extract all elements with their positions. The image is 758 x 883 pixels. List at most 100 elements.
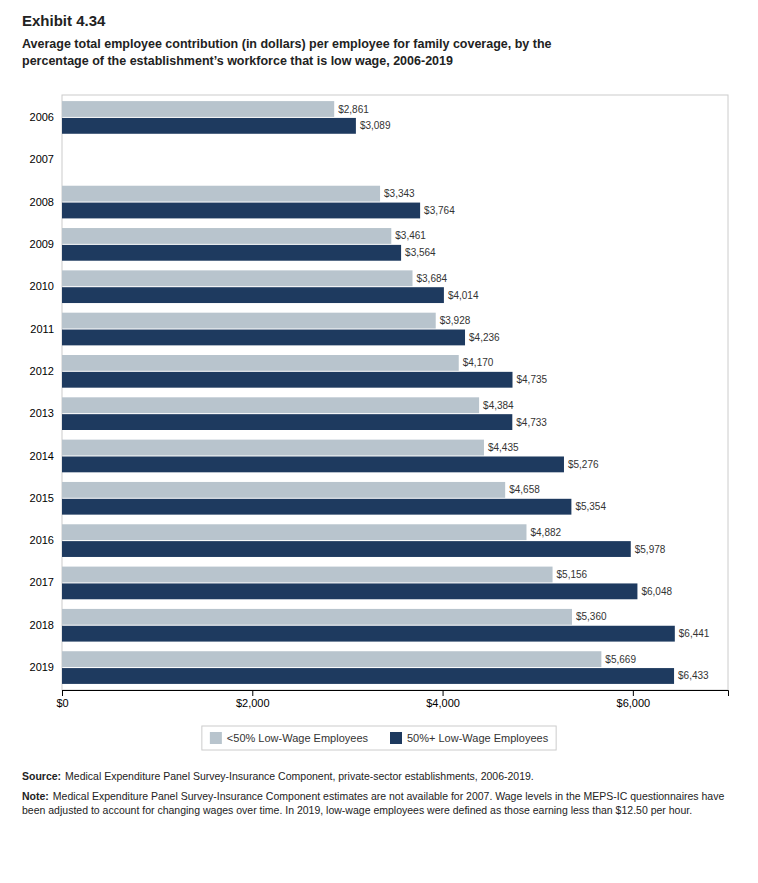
data-label: $5,354 <box>575 501 606 512</box>
legend-items: <50% Low-Wage Employees 50%+ Low-Wage Emp… <box>210 732 549 744</box>
bar <box>62 651 601 667</box>
bar <box>62 270 413 286</box>
legend-swatch <box>210 732 222 744</box>
plot-frame <box>62 95 728 690</box>
y-tick-label: 2018 <box>30 619 54 631</box>
bar <box>62 414 512 430</box>
data-label: $6,048 <box>641 586 672 597</box>
x-axis-line <box>63 691 729 697</box>
legend-swatch <box>390 732 402 744</box>
legend-label: <50% Low-Wage Employees <box>227 732 369 744</box>
y-tick-label: 2008 <box>30 196 54 208</box>
y-tick-label: 2006 <box>30 111 54 123</box>
y-tick-label: 2019 <box>30 661 54 673</box>
x-tick-label: $2,000 <box>236 697 270 709</box>
data-label: $4,658 <box>509 484 540 495</box>
bar <box>62 228 391 244</box>
y-tick: 2008 <box>30 196 62 208</box>
bars <box>62 101 675 684</box>
x-tick-mark <box>443 690 444 696</box>
data-label: $3,089 <box>360 120 391 131</box>
annotation: Medical Expenditure Panel Survey-Insuran… <box>22 790 724 816</box>
data-label: $3,343 <box>384 188 415 199</box>
data-label: $4,882 <box>530 527 561 538</box>
bar <box>62 313 436 329</box>
y-tick-label: 2014 <box>30 449 54 461</box>
legend-item: <50% Low-Wage Employees <box>210 732 369 744</box>
bar <box>62 482 505 498</box>
title: Exhibit 4.34 <box>22 12 106 29</box>
bar <box>62 330 465 346</box>
y-tick-label: 2015 <box>30 492 54 504</box>
data-label: $5,669 <box>605 654 636 665</box>
data-label: $5,360 <box>576 611 607 622</box>
y-tick: 2013 <box>30 407 62 419</box>
y-tick-label: 2010 <box>30 280 54 292</box>
bar <box>62 440 484 456</box>
data-label: $2,861 <box>338 104 369 115</box>
data-label: $4,735 <box>517 374 548 385</box>
legend-frame <box>202 726 556 750</box>
y-tick: 2018 <box>30 619 62 631</box>
annotation-label: Note: <box>22 790 49 802</box>
x-tick: $0 <box>56 690 68 709</box>
y-tick: 2016 <box>30 534 62 546</box>
data-label: $4,236 <box>469 332 500 343</box>
y-tick-label: 2009 <box>30 238 54 250</box>
subtitle: Average total employee contribution (in … <box>22 37 552 68</box>
x-tick: $4,000 <box>426 690 460 709</box>
bar <box>62 101 334 117</box>
bar <box>62 245 401 261</box>
y-axis: 2006200720082009201020112012201320142015… <box>30 111 62 673</box>
bar <box>62 118 356 134</box>
data-label: $5,978 <box>635 544 666 555</box>
bar <box>62 499 571 515</box>
y-tick-label: 2007 <box>30 153 54 165</box>
x-tick-mark <box>633 690 634 696</box>
bar <box>62 567 553 583</box>
x-tick-mark <box>252 690 253 696</box>
bar <box>62 287 444 303</box>
x-tick-label: $0 <box>56 697 68 709</box>
data-label: $5,276 <box>568 459 599 470</box>
y-tick: 2014 <box>30 449 62 461</box>
bar <box>62 355 459 371</box>
y-tick-label: 2016 <box>30 534 54 546</box>
legend-item: 50%+ Low-Wage Employees <box>390 732 549 744</box>
legend: <50% Low-Wage Employees 50%+ Low-Wage Emp… <box>202 726 556 750</box>
bar <box>62 524 526 540</box>
data-label: $5,156 <box>557 569 588 580</box>
data-label: $4,170 <box>463 357 494 368</box>
legend-label: 50%+ Low-Wage Employees <box>407 732 549 744</box>
bar <box>62 203 420 219</box>
data-label: $4,435 <box>488 442 519 453</box>
x-tick: $2,000 <box>236 690 270 709</box>
data-label: $4,384 <box>483 400 514 411</box>
y-tick: 2017 <box>30 576 62 588</box>
bar <box>62 626 675 642</box>
y-tick-label: 2017 <box>30 576 54 588</box>
bar <box>62 668 674 684</box>
x-tick-mark <box>62 690 63 696</box>
y-tick: 2019 <box>30 661 62 673</box>
data-label: $6,433 <box>678 670 709 681</box>
data-label: $4,014 <box>448 290 479 301</box>
annotation: Medical Expenditure Panel Survey-Insuran… <box>65 770 534 782</box>
x-axis: $0 $2,000 $4,000 $6,000 <box>56 690 728 709</box>
annotation-label: Source: <box>22 770 61 782</box>
x-tick-label: $4,000 <box>426 697 460 709</box>
data-label: $3,461 <box>395 230 426 241</box>
data-label: $3,928 <box>440 315 471 326</box>
x-tick: $6,000 <box>617 690 651 709</box>
bar <box>62 583 637 599</box>
bar <box>62 372 513 388</box>
y-tick-label: 2011 <box>30 323 54 335</box>
y-tick: 2010 <box>30 280 62 292</box>
y-tick-label: 2013 <box>30 407 54 419</box>
bar <box>62 186 380 202</box>
bar <box>62 609 572 625</box>
y-tick: 2006 <box>30 111 62 123</box>
data-label: $4,733 <box>516 417 547 428</box>
x-tick-label: $6,000 <box>617 697 651 709</box>
data-label: $3,684 <box>417 273 448 284</box>
